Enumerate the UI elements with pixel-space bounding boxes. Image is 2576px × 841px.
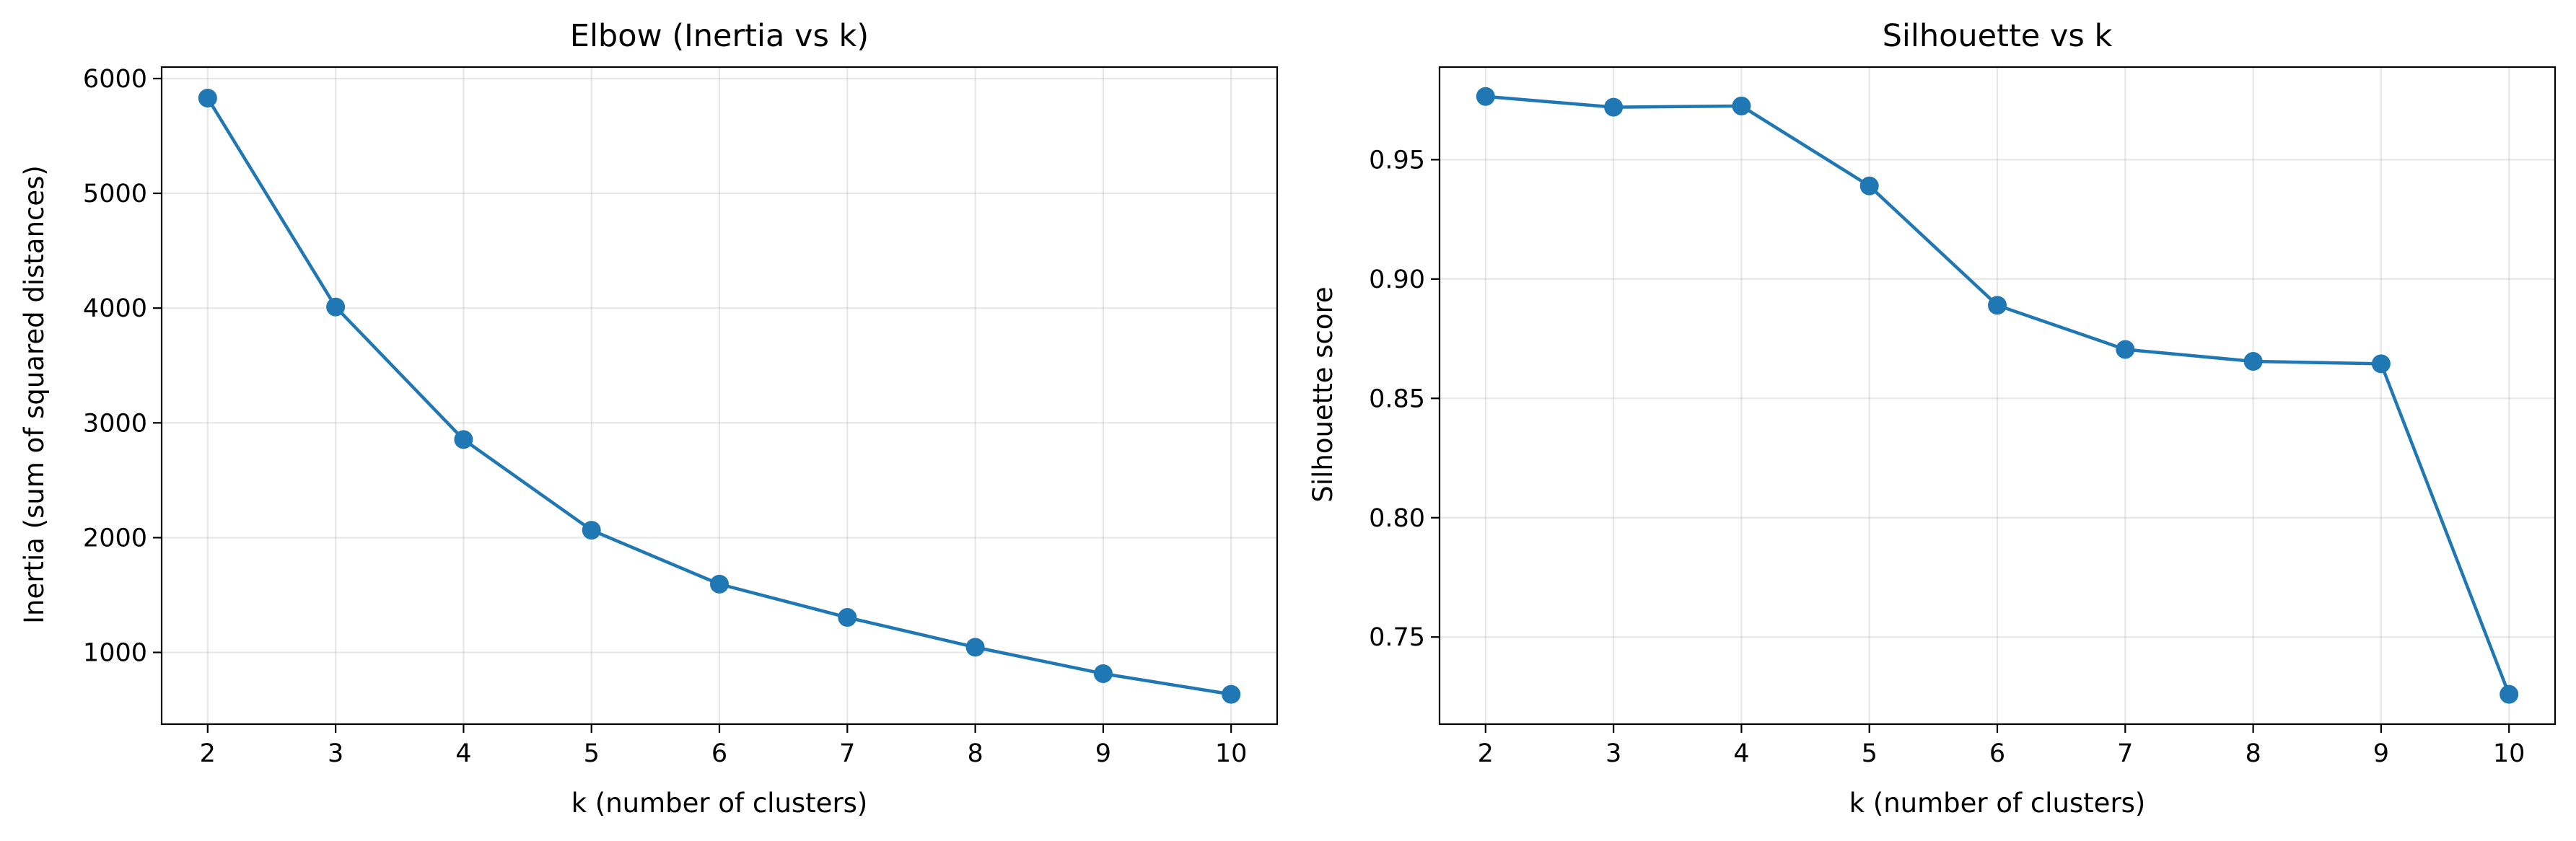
x-tick-label: 4 — [455, 739, 471, 768]
data-point — [2116, 340, 2135, 359]
y-tick-label: 0.90 — [1369, 265, 1425, 294]
chart-title: Silhouette vs k — [1883, 18, 2113, 54]
x-tick-label: 5 — [584, 739, 600, 768]
y-tick-label: 3000 — [83, 409, 147, 438]
plot-frame — [160, 66, 1279, 726]
x-tick-label: 10 — [2493, 739, 2525, 768]
plot-frame — [1438, 66, 2557, 726]
data-point — [2500, 684, 2519, 704]
x-tick-label: 4 — [1733, 739, 1749, 768]
data-point — [1732, 96, 1751, 115]
chart-title: Elbow (Inertia vs k) — [570, 18, 869, 54]
x-tick-label: 5 — [1862, 739, 1878, 768]
x-tick-label: 2 — [1478, 739, 1494, 768]
data-point — [710, 574, 729, 594]
data-point — [1476, 87, 1495, 106]
y-tick-label: 6000 — [83, 65, 147, 94]
x-tick-label: 6 — [711, 739, 727, 768]
data-point — [965, 638, 985, 657]
y-tick-label: 0.80 — [1369, 504, 1425, 533]
x-tick-label: 8 — [967, 739, 983, 768]
data-point — [454, 430, 473, 449]
x-tick-label: 6 — [1989, 739, 2005, 768]
data-point — [2371, 354, 2391, 374]
x-tick-label: 3 — [1605, 739, 1621, 768]
y-tick-label: 0.85 — [1369, 384, 1425, 413]
y-tick-label: 1000 — [83, 639, 147, 668]
x-tick-label: 9 — [2373, 739, 2389, 768]
data-point — [2243, 352, 2263, 371]
y-axis-label: Silhouette score — [1307, 286, 1339, 502]
y-tick-label: 0.75 — [1369, 623, 1425, 652]
data-point — [1093, 664, 1113, 683]
x-axis-label: k (number of clusters) — [1849, 788, 2146, 819]
data-point — [1222, 684, 1241, 704]
x-tick-label: 10 — [1215, 739, 1248, 768]
y-tick-label: 2000 — [83, 524, 147, 552]
silhouette-chart: Silhouette vs k k (number of clusters) S… — [1307, 18, 2557, 819]
y-tick-label: 5000 — [83, 180, 147, 208]
x-tick-label: 9 — [1095, 739, 1111, 768]
data-point — [326, 297, 346, 317]
x-tick-label: 3 — [328, 739, 343, 768]
x-tick-label: 7 — [2117, 739, 2133, 768]
data-point — [198, 88, 217, 107]
data-point — [838, 608, 857, 628]
elbow-chart: Elbow (Inertia vs k) k (number of cluste… — [19, 18, 1279, 819]
data-point — [582, 521, 601, 540]
x-tick-label: 2 — [200, 739, 216, 768]
y-tick-label: 4000 — [83, 294, 147, 323]
x-tick-label: 8 — [2245, 739, 2261, 768]
data-point — [1859, 176, 1879, 195]
data-point — [1604, 97, 1624, 117]
x-axis-label: k (number of clusters) — [571, 788, 868, 819]
y-tick-label: 0.95 — [1369, 146, 1425, 175]
x-tick-label: 7 — [839, 739, 855, 768]
data-point — [1988, 296, 2007, 315]
y-axis-label: Inertia (sum of squared distances) — [19, 165, 50, 624]
